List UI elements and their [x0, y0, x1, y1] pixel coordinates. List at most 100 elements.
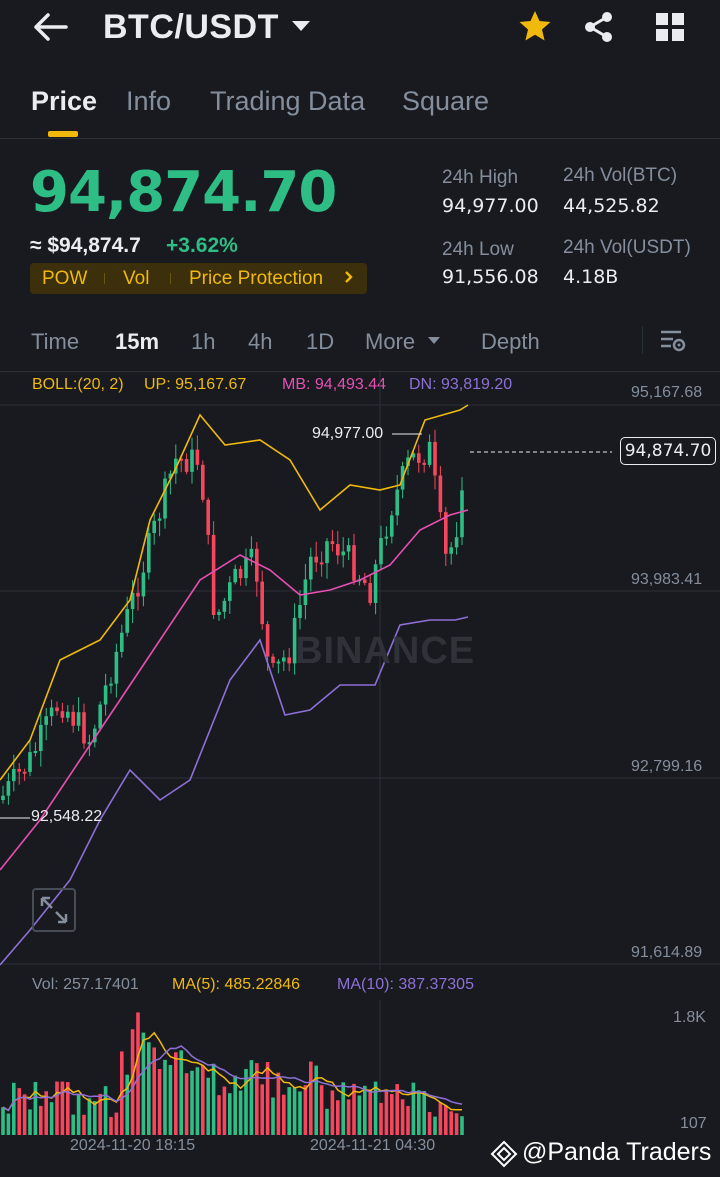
- vol-btc-label: 24h Vol(BTC): [563, 165, 678, 186]
- volume-bar: [336, 1100, 340, 1135]
- candle-body: [228, 582, 232, 601]
- tag-price-protection[interactable]: Price Protection: [189, 268, 324, 289]
- volume-bar: [444, 1105, 448, 1135]
- candle-body: [395, 489, 399, 516]
- caret-down-icon[interactable]: [427, 336, 441, 346]
- candlestick-chart[interactable]: [0, 370, 720, 970]
- candle-body: [184, 459, 189, 472]
- vol-usdt-value: 4.18B: [563, 266, 619, 288]
- boll-upper-line: [0, 404, 469, 781]
- chart-settings-icon[interactable]: [659, 328, 687, 354]
- tag-pow[interactable]: POW: [42, 268, 88, 289]
- y-axis-tick: 93,983.41: [631, 571, 703, 588]
- star-icon[interactable]: [518, 10, 552, 42]
- active-tab-indicator: [48, 131, 78, 137]
- expand-icon[interactable]: [32, 888, 76, 932]
- candle-body: [93, 728, 97, 743]
- candle-body: [168, 473, 173, 479]
- volume-bar: [422, 1091, 426, 1135]
- candle-body: [39, 724, 43, 752]
- share-icon[interactable]: [583, 11, 615, 43]
- candle-body: [87, 742, 92, 745]
- volume-bar: [103, 1086, 108, 1135]
- binance-watermark: BINANCE: [295, 630, 476, 672]
- tag-separator: [104, 273, 105, 284]
- volume-bar: [390, 1094, 394, 1135]
- chevron-right-icon[interactable]: [343, 267, 355, 293]
- tag-separator: [170, 273, 171, 284]
- depth-tab[interactable]: Depth: [481, 329, 540, 354]
- volume-bar: [325, 1108, 329, 1135]
- candle-body: [303, 579, 308, 605]
- volume-bar: [1, 1107, 5, 1135]
- candle-body: [66, 711, 70, 718]
- volume-bar: [98, 1093, 102, 1135]
- candle-body: [438, 475, 443, 513]
- high-label: 24h High: [442, 167, 519, 188]
- candle-body: [265, 624, 270, 657]
- tab-price[interactable]: Price: [31, 86, 98, 116]
- volume-bar: [298, 1091, 302, 1135]
- caret-down-icon[interactable]: [290, 19, 312, 33]
- back-arrow-icon[interactable]: [32, 12, 68, 42]
- candle-body: [49, 707, 54, 717]
- candle-body: [433, 441, 437, 476]
- volume-bar: [217, 1095, 221, 1135]
- volume-bar: [157, 1069, 162, 1135]
- candle-body: [157, 518, 162, 521]
- candle-body: [287, 657, 291, 664]
- timeframe-1d[interactable]: 1D: [306, 329, 335, 354]
- pair-title[interactable]: BTC/USDT: [103, 8, 279, 46]
- timeframe-more[interactable]: More: [365, 329, 416, 354]
- candle-body: [136, 592, 140, 597]
- volume-bar: [384, 1090, 389, 1135]
- volume-bar: [49, 1102, 54, 1135]
- tag-vol[interactable]: Vol: [123, 268, 150, 289]
- candle-body: [411, 453, 416, 458]
- candle-body: [12, 768, 16, 782]
- volume-axis-tick: 107: [680, 1115, 707, 1132]
- candle-body: [255, 548, 259, 582]
- volume-chart[interactable]: [0, 1000, 720, 1140]
- volume-bar: [255, 1063, 259, 1135]
- vol-btc-value: 44,525.82: [563, 195, 660, 217]
- candle-body: [325, 541, 329, 564]
- x-axis-tick: 2024-11-21 04:30: [310, 1137, 436, 1154]
- volume-bar: [82, 1114, 86, 1135]
- timeframe-4h[interactable]: 4h: [248, 329, 273, 354]
- volume-bar: [222, 1086, 227, 1135]
- volume-value: Vol: 257.17401: [32, 976, 139, 993]
- candle-body: [341, 551, 345, 556]
- candle-body: [238, 568, 243, 579]
- tab-info[interactable]: Info: [126, 86, 172, 116]
- candle-body: [6, 781, 11, 796]
- candle-body: [71, 711, 75, 726]
- tab-square[interactable]: Square: [402, 86, 490, 116]
- volume-bars: [1, 1012, 464, 1135]
- candle-body: [130, 592, 135, 610]
- tab-trading-data[interactable]: Trading Data: [210, 86, 366, 116]
- candle-body: [76, 712, 81, 726]
- timeframe-15m[interactable]: 15m: [115, 329, 160, 354]
- candle-body: [330, 541, 335, 545]
- grid-icon[interactable]: [655, 12, 685, 42]
- volume-bar: [87, 1098, 92, 1135]
- volume-bar: [60, 1081, 65, 1135]
- volume-ma5-line: [2, 1031, 463, 1112]
- low-value: 91,556.08: [442, 266, 539, 288]
- timeframe-time[interactable]: Time: [31, 329, 80, 354]
- candle-body: [276, 661, 281, 664]
- volume-bar: [152, 1047, 156, 1135]
- volume-bar: [271, 1097, 275, 1135]
- volume-bar: [330, 1090, 335, 1135]
- candle-body: [82, 712, 86, 744]
- tag-row[interactable]: POW Vol Price Protection: [30, 263, 367, 294]
- toolbar-bottom-divider: [0, 371, 720, 372]
- candle-body: [384, 536, 389, 539]
- candle-body: [449, 547, 453, 554]
- timeframe-1h[interactable]: 1h: [191, 329, 216, 354]
- volume-bar: [184, 1073, 189, 1135]
- volume-bar: [433, 1116, 437, 1135]
- candle-body: [98, 704, 102, 729]
- volume-bar: [449, 1111, 453, 1135]
